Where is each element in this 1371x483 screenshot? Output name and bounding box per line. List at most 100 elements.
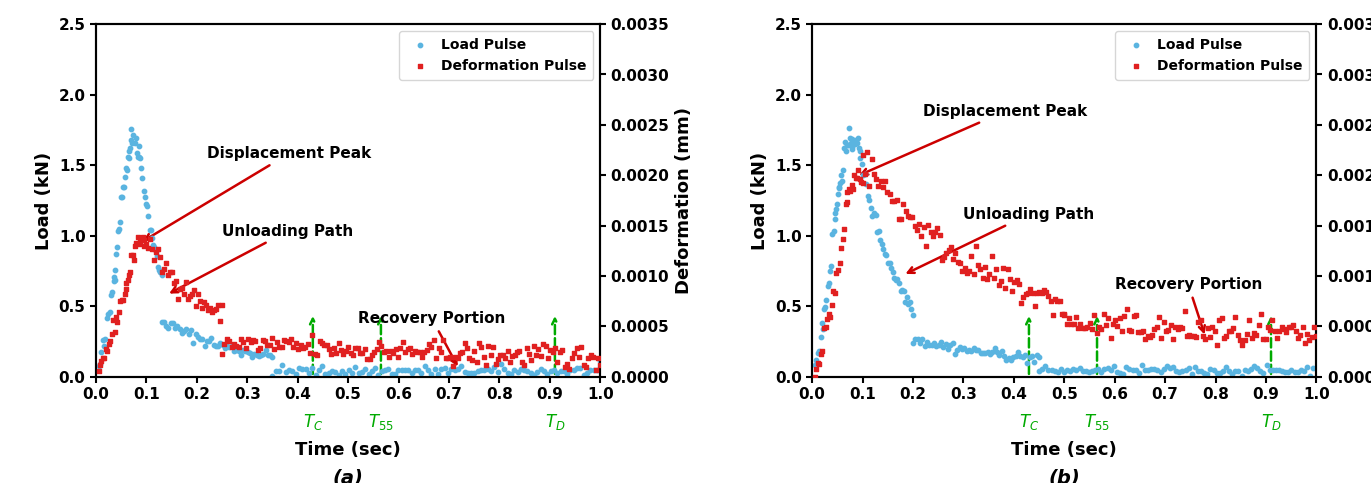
Load Pulse bbox=[374, 367, 396, 374]
Deformation Pulse bbox=[206, 305, 228, 313]
Deformation Pulse bbox=[845, 174, 866, 182]
Load Pulse bbox=[151, 318, 173, 326]
Deformation Pulse bbox=[230, 335, 252, 342]
Deformation Pulse bbox=[1021, 289, 1043, 297]
Load Pulse bbox=[341, 369, 363, 377]
Deformation Pulse bbox=[1065, 313, 1087, 320]
Deformation Pulse bbox=[1111, 327, 1132, 335]
Deformation Pulse bbox=[1080, 325, 1102, 333]
Load Pulse bbox=[580, 366, 602, 374]
Deformation Pulse bbox=[1087, 323, 1109, 331]
Deformation Pulse bbox=[1045, 295, 1067, 302]
Deformation Pulse bbox=[240, 339, 262, 346]
Deformation Pulse bbox=[435, 354, 457, 362]
Load Pulse bbox=[902, 339, 924, 347]
Load Pulse bbox=[1005, 352, 1027, 360]
Load Pulse bbox=[391, 367, 413, 374]
Deformation Pulse bbox=[1298, 336, 1320, 344]
Load Pulse bbox=[381, 370, 403, 378]
Load Pulse bbox=[211, 341, 233, 349]
Deformation Pulse bbox=[1053, 310, 1075, 317]
Deformation Pulse bbox=[1201, 323, 1223, 331]
Deformation Pulse bbox=[225, 342, 247, 350]
Deformation Pulse bbox=[1285, 327, 1307, 335]
Load Pulse bbox=[354, 365, 376, 373]
Deformation Pulse bbox=[862, 170, 884, 178]
Text: Recovery Portion: Recovery Portion bbox=[1115, 277, 1261, 332]
Load Pulse bbox=[110, 193, 132, 201]
Deformation Pulse bbox=[858, 183, 880, 190]
Deformation Pulse bbox=[525, 351, 547, 359]
Deformation Pulse bbox=[1028, 288, 1050, 296]
Deformation Pulse bbox=[577, 354, 599, 361]
Load Pulse bbox=[1298, 372, 1320, 380]
Load Pulse bbox=[250, 351, 271, 359]
Load Pulse bbox=[274, 368, 296, 375]
Load Pulse bbox=[1158, 364, 1180, 371]
Deformation Pulse bbox=[1042, 311, 1064, 319]
Load Pulse bbox=[118, 147, 140, 155]
Load Pulse bbox=[197, 337, 219, 344]
Deformation Pulse bbox=[910, 232, 932, 240]
Load Pulse bbox=[813, 305, 835, 313]
Text: Recovery Portion: Recovery Portion bbox=[358, 311, 506, 364]
Deformation Pulse bbox=[173, 291, 195, 298]
Load Pulse bbox=[193, 342, 215, 350]
Load Pulse bbox=[185, 330, 207, 338]
Load Pulse bbox=[969, 349, 991, 356]
Deformation Pulse bbox=[825, 269, 847, 277]
Deformation Pulse bbox=[836, 188, 858, 196]
Deformation Pulse bbox=[90, 357, 112, 365]
Deformation Pulse bbox=[308, 337, 330, 345]
Load Pulse bbox=[335, 370, 356, 378]
Load Pulse bbox=[857, 192, 879, 200]
Load Pulse bbox=[454, 368, 476, 376]
Deformation Pulse bbox=[241, 336, 263, 343]
Load Pulse bbox=[1019, 353, 1041, 361]
Load Pulse bbox=[983, 344, 1005, 352]
Deformation Pulse bbox=[542, 349, 563, 356]
Deformation Pulse bbox=[287, 345, 308, 353]
Load Pulse bbox=[104, 276, 126, 284]
Load Pulse bbox=[884, 276, 906, 284]
Load Pulse bbox=[223, 347, 245, 355]
Deformation Pulse bbox=[340, 349, 362, 357]
Deformation Pulse bbox=[1264, 327, 1286, 335]
Deformation Pulse bbox=[1257, 323, 1279, 330]
Load Pulse bbox=[1278, 368, 1300, 375]
Deformation Pulse bbox=[169, 285, 191, 293]
Load Pulse bbox=[367, 371, 389, 379]
Deformation Pulse bbox=[520, 356, 542, 364]
Load Pulse bbox=[809, 333, 831, 341]
Deformation Pulse bbox=[202, 308, 223, 315]
Deformation Pulse bbox=[160, 269, 182, 276]
Deformation Pulse bbox=[849, 175, 871, 183]
Deformation Pulse bbox=[96, 347, 118, 355]
Load Pulse bbox=[173, 327, 195, 335]
Load Pulse bbox=[877, 259, 899, 267]
Load Pulse bbox=[960, 347, 982, 355]
Load Pulse bbox=[1102, 363, 1124, 370]
Deformation Pulse bbox=[285, 339, 307, 347]
Deformation Pulse bbox=[1178, 331, 1200, 339]
Load Pulse bbox=[569, 365, 591, 372]
Deformation Pulse bbox=[903, 222, 925, 230]
Load Pulse bbox=[842, 139, 864, 146]
Load Pulse bbox=[873, 251, 895, 258]
Load Pulse bbox=[836, 141, 858, 149]
Load Pulse bbox=[866, 228, 888, 236]
Deformation Pulse bbox=[821, 301, 843, 309]
Load Pulse bbox=[988, 351, 1010, 359]
Load Pulse bbox=[132, 174, 154, 182]
Deformation Pulse bbox=[126, 233, 148, 241]
Load Pulse bbox=[221, 341, 243, 349]
Deformation Pulse bbox=[563, 349, 585, 356]
Load Pulse bbox=[1146, 366, 1168, 374]
Deformation Pulse bbox=[106, 313, 128, 321]
Deformation Pulse bbox=[928, 231, 950, 239]
Load Pulse bbox=[304, 371, 326, 379]
Load Pulse bbox=[946, 346, 968, 354]
Deformation Pulse bbox=[1252, 335, 1274, 343]
Load Pulse bbox=[1058, 368, 1080, 375]
Deformation Pulse bbox=[159, 268, 181, 275]
